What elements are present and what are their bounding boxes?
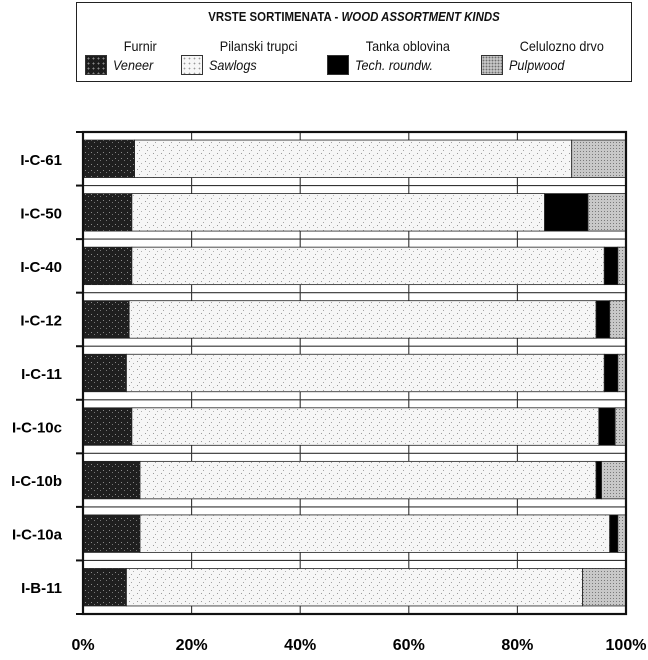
legend-label-veneer-en: Veneer [113, 57, 154, 73]
bar-segment-veneer [82, 300, 130, 339]
bar-segment-veneer [82, 193, 133, 232]
bar-segment-veneer [82, 246, 133, 286]
bar-segment-roundwood [595, 300, 611, 339]
bar-segment-veneer [82, 353, 127, 393]
legend-title-en: WOOD ASSORTMENT KINDS [341, 9, 500, 24]
y-category-label: I-C-10c [12, 420, 62, 437]
legend-label-roundwood-hr: Tanka oblovina [365, 38, 450, 54]
bar-segment-sawlogs [131, 407, 600, 446]
bar-segment-roundwood [544, 193, 589, 232]
bar-segment-roundwood [609, 514, 619, 553]
bar-segment-pulpwood [617, 246, 627, 286]
bar-segment-roundwood [603, 246, 619, 286]
legend-label-pulpwood-hr: Celulozno drvo [519, 38, 604, 54]
bar-segment-sawlogs [131, 246, 605, 286]
bar-segment-veneer [82, 139, 135, 178]
bar-segment-veneer [82, 568, 127, 607]
plot-frame [81, 130, 628, 616]
legend-label-sawlogs-hr: Pilanski trupci [219, 38, 298, 54]
bars [82, 139, 627, 607]
bar-segment-sawlogs [126, 353, 605, 393]
legend-swatch-sawlogs [181, 55, 203, 75]
bar-segment-sawlogs [131, 193, 545, 232]
y-category-label: I-B-11 [21, 580, 62, 597]
legend-label-veneer-hr: Furnir [123, 38, 157, 54]
y-category-label: I-C-50 [20, 205, 62, 222]
x-tick-label: 80% [501, 637, 533, 654]
bar-segment-pulpwood [582, 568, 627, 607]
legend-swatch-roundwood [327, 55, 349, 75]
bar-segment-veneer [82, 514, 141, 553]
bar-segment-pulpwood [601, 460, 627, 500]
legend-swatch-pulpwood [481, 55, 503, 75]
x-tick-label: 100% [606, 637, 647, 654]
legend-swatch-veneer [85, 55, 107, 75]
bar-segment-pulpwood [617, 514, 627, 553]
y-category-label: I-C-10a [12, 527, 63, 544]
y-category-label: I-C-10b [11, 473, 62, 490]
y-category-label: I-C-12 [20, 312, 62, 329]
x-tick-label: 20% [176, 637, 208, 654]
bar-segment-roundwood [603, 353, 619, 393]
bar-segment-roundwood [595, 460, 602, 500]
bar-segment-sawlogs [128, 300, 597, 339]
bar-segment-pulpwood [614, 407, 627, 446]
bar-segment-sawlogs [139, 514, 611, 553]
bar-segment-sawlogs [139, 460, 597, 500]
legend-label-sawlogs-en: Sawlogs [209, 57, 257, 73]
x-tick-label: 0% [71, 637, 94, 654]
legend: VRSTE SORTIMENATA - WOOD ASSORTMENT KIND… [76, 2, 632, 82]
axes: 0% 20% 40% 60% 80% 100% I-C-61 I-C-50 I-C-40 I-C-… [11, 130, 647, 654]
x-tick-label: 40% [284, 637, 316, 654]
x-tick-label: 60% [393, 637, 425, 654]
bar-segment-veneer [82, 407, 133, 446]
y-category-label: I-C-40 [20, 259, 62, 276]
bar-segment-roundwood [598, 407, 616, 446]
legend-title: VRSTE SORTIMENATA - WOOD ASSORTMENT KIND… [110, 9, 598, 24]
bar-segment-pulpwood [617, 353, 627, 393]
bar-segment-pulpwood [571, 139, 627, 178]
bar-segment-veneer [82, 460, 141, 500]
bar-segment-sawlogs [134, 139, 573, 178]
legend-label-roundwood-en: Tech. roundw. [355, 57, 433, 73]
y-category-label: I-C-61 [20, 152, 62, 169]
bar-segment-pulpwood [587, 193, 627, 232]
legend-title-hr: VRSTE SORTIMENATA - [208, 9, 342, 24]
bar-segment-sawlogs [126, 568, 583, 607]
legend-label-pulpwood-en: Pulpwood [509, 57, 565, 73]
bar-segment-pulpwood [609, 300, 627, 339]
y-category-label: I-C-11 [21, 366, 62, 383]
